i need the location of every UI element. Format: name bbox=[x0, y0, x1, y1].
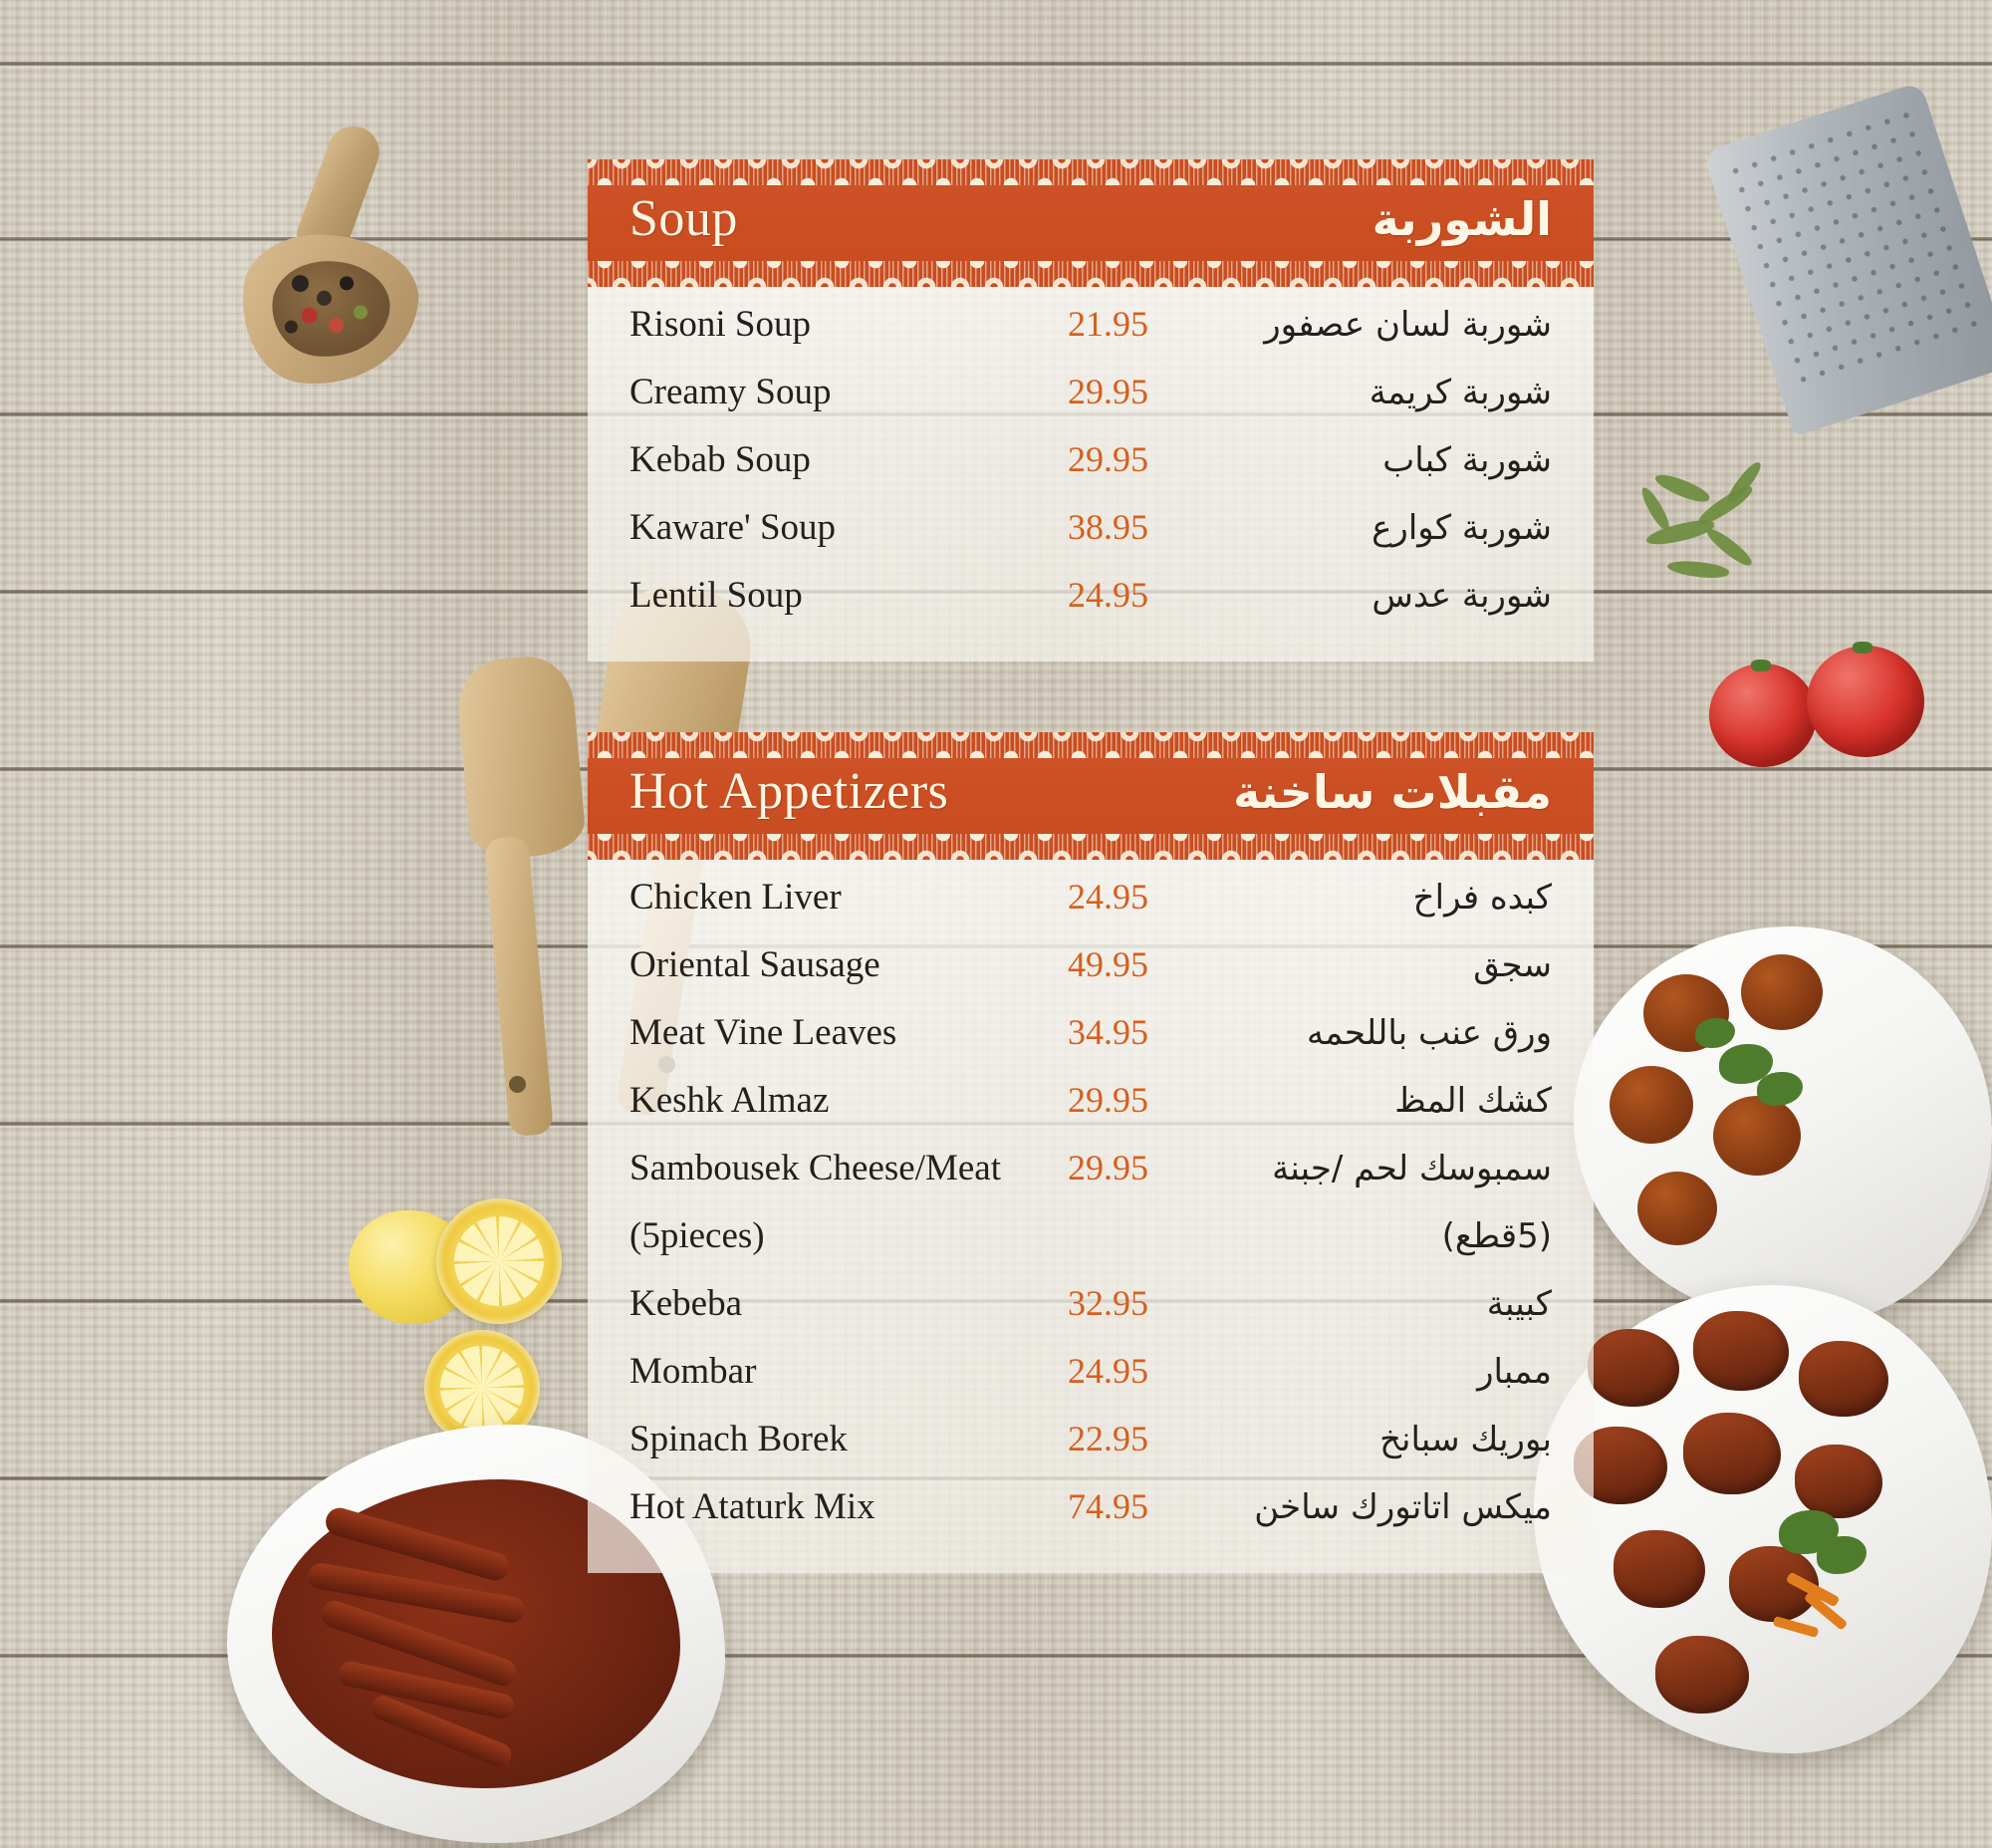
menu-item-price: 29.95 bbox=[1068, 372, 1148, 411]
menu-item-name-ar: شوربة لسان عصفور bbox=[1264, 305, 1552, 345]
menu-item-name-en: Sambousek Cheese/Meat bbox=[629, 1148, 1001, 1188]
menu-item-price: 22.95 bbox=[1068, 1419, 1148, 1458]
menu-item-name-en: Risoni Soup bbox=[629, 304, 811, 345]
menu-item-price: 38.95 bbox=[1068, 507, 1148, 547]
menu-item-row[interactable]: Oriental Sausage 49.95 سجق bbox=[629, 941, 1552, 1009]
section-title-ar-hot-appetizers: مقبلات ساخنة bbox=[1233, 764, 1552, 819]
menu-item-row[interactable]: Spinach Borek 22.95 بوريك سبانخ bbox=[629, 1416, 1552, 1483]
menu-item-name-ar: شوربة كريمة bbox=[1369, 373, 1552, 412]
menu-item-name-en: Kebeba bbox=[629, 1283, 742, 1324]
menu-item-price: 29.95 bbox=[1068, 439, 1148, 479]
section-header-hot-appetizers: Hot Appetizers مقبلات ساخنة bbox=[588, 732, 1594, 860]
menu-item-name-ar: شوربة عدس bbox=[1371, 576, 1552, 616]
menu-item-price: 24.95 bbox=[1068, 1351, 1148, 1391]
menu-item-row[interactable]: Hot Ataturk Mix 74.95 ميكس اتاتورك ساخن bbox=[629, 1483, 1552, 1551]
menu-item-name-ar: بوريك سبانخ bbox=[1379, 1420, 1552, 1459]
menu-item-price: 32.95 bbox=[1068, 1283, 1148, 1323]
section-header-soup: Soup الشوربة bbox=[588, 159, 1594, 287]
menu-item-price: 24.95 bbox=[1068, 575, 1148, 615]
menu-item-name-en: Creamy Soup bbox=[629, 372, 832, 412]
menu-item-name-en: Mombar bbox=[629, 1351, 757, 1392]
ornamental-border-bottom-icon bbox=[588, 834, 1594, 860]
menu-item-name-en: Lentil Soup bbox=[629, 575, 803, 616]
menu-item-row[interactable]: Lentil Soup 24.95 شوربة عدس bbox=[629, 572, 1552, 640]
menu-item-portion-en: (5pieces) bbox=[629, 1215, 765, 1256]
menu-item-name-ar: سجق bbox=[1473, 945, 1552, 985]
menu-item-row[interactable]: Kebab Soup 29.95 شوربة كباب bbox=[629, 436, 1552, 504]
menu-item-name-en: Chicken Liver bbox=[629, 877, 842, 918]
menu-item-name-ar: شوربة كباب bbox=[1382, 440, 1552, 480]
menu-item-row[interactable]: Kebeba 32.95 كبيبة bbox=[629, 1280, 1552, 1348]
menu-item-row[interactable]: Kaware' Soup 38.95 شوربة كوارع bbox=[629, 504, 1552, 572]
plank-seam bbox=[0, 1654, 1992, 1660]
menu-item-row[interactable]: Sambousek Cheese/Meat 29.95 سمبوسك لحم /… bbox=[629, 1145, 1552, 1212]
plank-seam bbox=[0, 62, 1992, 68]
menu-item-price: 29.95 bbox=[1068, 1148, 1148, 1188]
menu-list-hot-appetizers: Chicken Liver 24.95 كبده فراخ Oriental S… bbox=[588, 860, 1594, 1573]
menu-section-soup: Soup الشوربة Risoni Soup 21.95 شوربة لسا… bbox=[588, 159, 1594, 661]
ornamental-border-top-icon bbox=[588, 159, 1594, 185]
menu-item-price: 49.95 bbox=[1068, 944, 1148, 984]
menu-item-price: 29.95 bbox=[1068, 1080, 1148, 1120]
section-title-ar-soup: الشوربة bbox=[1371, 191, 1552, 246]
menu-item-name-en: Kebab Soup bbox=[629, 439, 811, 480]
menu-item-row[interactable]: Creamy Soup 29.95 شوربة كريمة bbox=[629, 369, 1552, 436]
menu-item-name-ar: ممبار bbox=[1477, 1352, 1552, 1392]
menu-item-name-ar: ميكس اتاتورك ساخن bbox=[1254, 1487, 1552, 1527]
menu-item-name-ar: ورق عنب باللحمه bbox=[1306, 1013, 1552, 1053]
ornamental-border-top-icon bbox=[588, 732, 1594, 758]
menu-item-name-en: Keshk Almaz bbox=[629, 1080, 830, 1121]
menu-item-row[interactable]: Mombar 24.95 ممبار bbox=[629, 1348, 1552, 1416]
menu-item-portion-ar: (5قطع) bbox=[1441, 1216, 1552, 1256]
menu-list-soup: Risoni Soup 21.95 شوربة لسان عصفور Cream… bbox=[588, 287, 1594, 661]
menu-item-name-en: Spinach Borek bbox=[629, 1419, 848, 1459]
menu-item-name-en: Hot Ataturk Mix bbox=[629, 1486, 875, 1527]
menu-item-row[interactable]: Keshk Almaz 29.95 كشك المظ bbox=[629, 1077, 1552, 1145]
menu-item-name-ar: سمبوسك لحم /جبنة bbox=[1272, 1149, 1552, 1188]
section-title-en-soup: Soup bbox=[629, 190, 738, 247]
menu-item-row[interactable]: Meat Vine Leaves 34.95 ورق عنب باللحمه bbox=[629, 1009, 1552, 1077]
menu-item-price: 74.95 bbox=[1068, 1486, 1148, 1526]
menu-item-row[interactable]: Risoni Soup 21.95 شوربة لسان عصفور bbox=[629, 301, 1552, 369]
section-title-en-hot-appetizers: Hot Appetizers bbox=[629, 763, 949, 820]
menu-item-name-ar: شوربة كوارع bbox=[1371, 508, 1552, 548]
menu-item-name-en: Oriental Sausage bbox=[629, 944, 880, 985]
menu-section-hot-appetizers: Hot Appetizers مقبلات ساخنة Chicken Live… bbox=[588, 732, 1594, 1573]
menu-item-name-ar: كشك المظ bbox=[1394, 1081, 1552, 1121]
ornamental-border-bottom-icon bbox=[588, 261, 1594, 287]
menu-item-price: 24.95 bbox=[1068, 877, 1148, 917]
menu-item-name-en: Meat Vine Leaves bbox=[629, 1012, 897, 1053]
menu-item-price: 21.95 bbox=[1068, 304, 1148, 344]
menu-item-name-ar: كبيبة bbox=[1486, 1284, 1552, 1324]
menu-item-price: 34.95 bbox=[1068, 1012, 1148, 1052]
menu-item-row-continuation: (5pieces) (5قطع) bbox=[629, 1212, 1552, 1280]
menu-item-row[interactable]: Chicken Liver 24.95 كبده فراخ bbox=[629, 874, 1552, 941]
menu-item-name-ar: كبده فراخ bbox=[1412, 878, 1552, 918]
menu-item-name-en: Kaware' Soup bbox=[629, 507, 837, 548]
